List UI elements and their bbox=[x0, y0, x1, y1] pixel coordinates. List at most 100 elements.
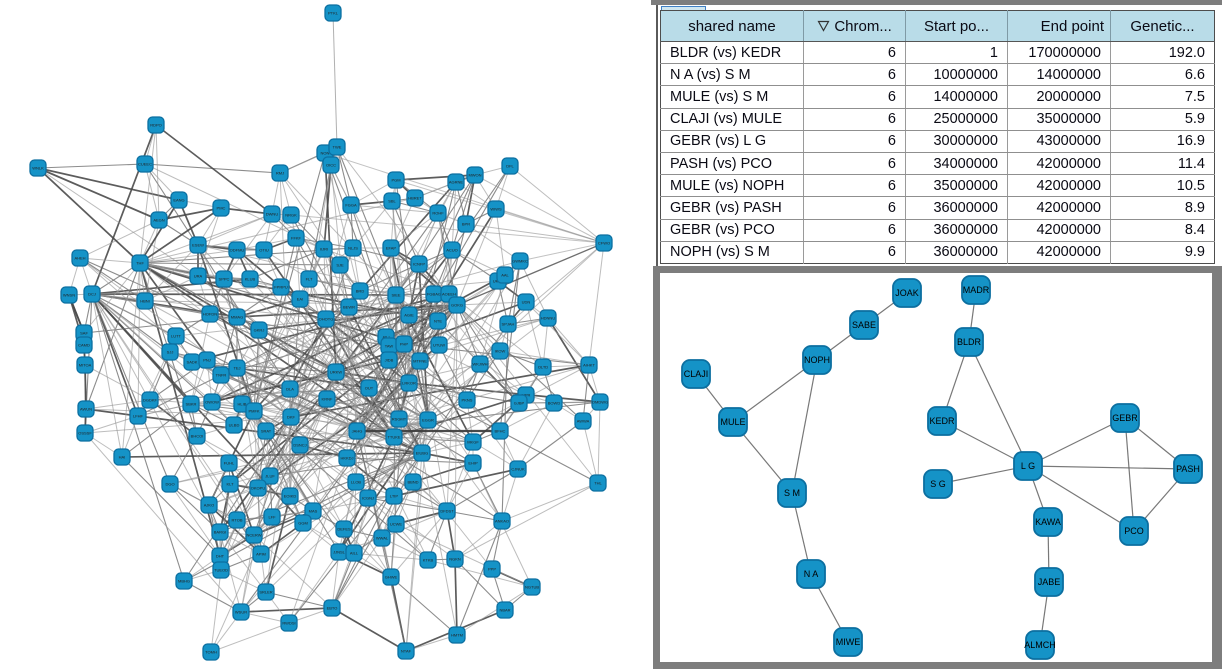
svg-text:AWUN: AWUN bbox=[80, 407, 92, 412]
svg-text:GJBP: GJBP bbox=[514, 401, 525, 406]
svg-text:BRD: BRD bbox=[356, 289, 365, 294]
svg-text:EGGR: EGGR bbox=[422, 418, 434, 423]
svg-text:PKNS: PKNS bbox=[462, 398, 473, 403]
svg-text:DCJ: DCJ bbox=[88, 292, 96, 297]
svg-text:NRGK: NRGK bbox=[285, 213, 297, 218]
svg-text:PCO: PCO bbox=[1124, 526, 1144, 536]
svg-text:UDN: UDN bbox=[522, 300, 531, 305]
svg-text:TNFR: TNFR bbox=[216, 373, 227, 378]
svg-text:LUTT: LUTT bbox=[171, 334, 182, 339]
svg-text:WWAL: WWAL bbox=[376, 536, 389, 541]
svg-text:SJJ: SJJ bbox=[167, 350, 174, 355]
svg-text:EFAP: EFAP bbox=[386, 246, 397, 251]
svg-text:EIUBG: EIUBG bbox=[416, 451, 428, 456]
svg-text:FGGA: FGGA bbox=[345, 203, 357, 208]
svg-text:OUT: OUT bbox=[365, 386, 374, 391]
svg-text:S G: S G bbox=[930, 479, 946, 489]
svg-text:NGTUB: NGTUB bbox=[525, 585, 539, 590]
svg-text:SPPC: SPPC bbox=[219, 277, 230, 282]
svg-text:ULBD: ULBD bbox=[229, 423, 240, 428]
svg-text:DFDST: DFDST bbox=[440, 509, 454, 514]
svg-text:GKRJ: GKRJ bbox=[254, 328, 265, 333]
svg-text:APIM: APIM bbox=[256, 552, 266, 557]
svg-text:SJE: SJE bbox=[336, 263, 344, 268]
svg-text:WNLK: WNLK bbox=[32, 166, 44, 171]
svg-text:AIHKT: AIHKT bbox=[583, 363, 595, 368]
svg-text:AOEEH: AOEEH bbox=[442, 292, 456, 297]
svg-text:AWWA: AWWA bbox=[577, 419, 590, 424]
svg-text:RSGMT: RSGMT bbox=[392, 417, 407, 422]
svg-text:OMDWG: OMDWG bbox=[592, 400, 608, 405]
svg-text:DWNU: DWNU bbox=[266, 212, 279, 217]
svg-text:KAWA: KAWA bbox=[1035, 517, 1061, 527]
svg-text:KLUB: KLUB bbox=[245, 277, 256, 282]
svg-text:DLA: DLA bbox=[286, 387, 294, 392]
svg-text:BBND: BBND bbox=[407, 480, 418, 485]
svg-text:ANKAO: ANKAO bbox=[495, 519, 509, 524]
svg-text:BARGI: BARGI bbox=[214, 530, 226, 535]
svg-text:OTIU: OTIU bbox=[259, 248, 269, 253]
svg-text:NBAR: NBAR bbox=[499, 608, 510, 613]
svg-text:OHOTG: OHOTG bbox=[319, 317, 334, 322]
svg-text:URKW: URKW bbox=[330, 370, 342, 375]
svg-text:UCWE: UCWE bbox=[390, 522, 403, 527]
svg-text:SRAT: SRAT bbox=[261, 429, 272, 434]
svg-text:S M: S M bbox=[784, 488, 800, 498]
svg-text:THL: THL bbox=[594, 481, 602, 486]
svg-text:DKF: DKF bbox=[287, 415, 296, 420]
svg-text:PMC: PMC bbox=[217, 206, 226, 211]
svg-text:DSNCJ: DSNCJ bbox=[293, 443, 306, 448]
svg-text:EOIKD: EOIKD bbox=[284, 494, 297, 499]
svg-text:ESEW: ESEW bbox=[192, 243, 204, 248]
svg-text:CLAJI: CLAJI bbox=[684, 369, 709, 379]
svg-text:JOAK: JOAK bbox=[895, 288, 919, 298]
svg-text:GOKG: GOKG bbox=[451, 303, 463, 308]
svg-text:JLUF: JLUF bbox=[265, 474, 275, 479]
svg-text:SIEE: SIEE bbox=[391, 293, 400, 298]
svg-text:RMJ: RMJ bbox=[276, 171, 284, 176]
svg-text:KLT: KLT bbox=[226, 482, 234, 487]
svg-text:AILI: AILI bbox=[382, 335, 389, 340]
svg-text:EAI: EAI bbox=[297, 297, 303, 302]
svg-text:OSSSF: OSSSF bbox=[78, 431, 92, 436]
svg-text:BOWD: BOWD bbox=[548, 401, 561, 406]
svg-text:BEWR: BEWR bbox=[343, 305, 355, 310]
svg-text:SPJAH: SPJAH bbox=[502, 322, 515, 327]
svg-text:MPR: MPR bbox=[522, 393, 531, 398]
svg-text:GGM: GGM bbox=[298, 521, 308, 526]
svg-text:EHIP: EHIP bbox=[468, 461, 478, 466]
svg-text:NLJS: NLJS bbox=[348, 246, 358, 251]
svg-text:CFWO: CFWO bbox=[598, 241, 610, 246]
svg-text:OKOPU: OKOPU bbox=[251, 486, 266, 491]
svg-text:WNSN: WNSN bbox=[63, 293, 75, 298]
svg-text:MMAG: MMAG bbox=[231, 315, 243, 320]
svg-text:MBHG: MBHG bbox=[178, 579, 190, 584]
svg-text:N A: N A bbox=[804, 569, 819, 579]
svg-text:LTIP: LTIP bbox=[390, 494, 398, 499]
svg-text:MADR: MADR bbox=[963, 285, 990, 295]
svg-text:TEJ: TEJ bbox=[233, 366, 240, 371]
svg-text:THF: THF bbox=[136, 261, 144, 266]
svg-text:WIWS: WIWS bbox=[490, 207, 502, 212]
svg-text:MKGF: MKGF bbox=[467, 440, 479, 445]
svg-text:KEDR: KEDR bbox=[929, 416, 955, 426]
svg-text:MAS: MAS bbox=[309, 509, 318, 514]
svg-text:FUHL: FUHL bbox=[224, 461, 235, 466]
svg-text:NON: NON bbox=[321, 151, 330, 156]
svg-text:EBTO: EBTO bbox=[327, 606, 338, 611]
svg-text:BLDR: BLDR bbox=[957, 337, 982, 347]
svg-text:PMFK: PMFK bbox=[248, 409, 259, 414]
svg-text:NCERW: NCERW bbox=[246, 533, 261, 538]
svg-text:HBNI: HBNI bbox=[140, 299, 150, 304]
svg-text:HDNNU: HDNNU bbox=[541, 316, 556, 321]
svg-text:BHCOI: BHCOI bbox=[191, 434, 204, 439]
svg-text:JAHG: JAHG bbox=[352, 429, 363, 434]
svg-text:AGRNE: AGRNE bbox=[449, 180, 464, 185]
svg-text:CAMD: CAMD bbox=[78, 343, 90, 348]
svg-text:GHWE: GHWE bbox=[385, 575, 398, 580]
svg-text:ICNFP: ICNFP bbox=[413, 262, 425, 267]
svg-text:RDPO: RDPO bbox=[150, 123, 162, 128]
svg-text:TOMH: TOMH bbox=[205, 650, 217, 655]
svg-text:NTE: NTE bbox=[434, 319, 442, 324]
svg-text:PPP: PPP bbox=[488, 567, 496, 572]
